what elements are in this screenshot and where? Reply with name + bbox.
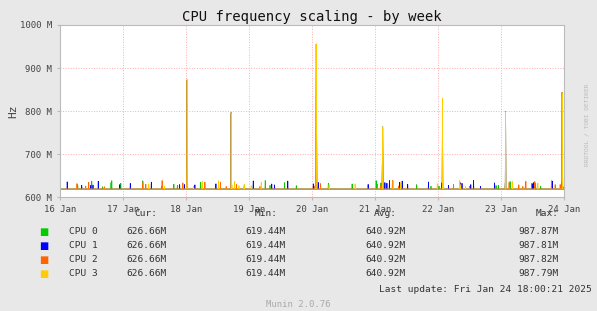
Text: 619.44M: 619.44M [245, 241, 286, 250]
Text: CPU 2: CPU 2 [69, 255, 97, 264]
Text: 619.44M: 619.44M [245, 255, 286, 264]
Text: ■: ■ [39, 255, 48, 265]
Text: RRDTOOL / TOBI OETIKER: RRDTOOL / TOBI OETIKER [584, 83, 589, 166]
Text: ■: ■ [39, 227, 48, 237]
Text: Avg:: Avg: [374, 209, 396, 218]
Text: Max:: Max: [535, 209, 558, 218]
Text: 640.92M: 640.92M [365, 227, 405, 236]
Text: CPU 3: CPU 3 [69, 269, 97, 278]
Text: 626.66M: 626.66M [126, 227, 167, 236]
Text: 626.66M: 626.66M [126, 255, 167, 264]
Text: CPU 1: CPU 1 [69, 241, 97, 250]
Text: 626.66M: 626.66M [126, 241, 167, 250]
Text: 626.66M: 626.66M [126, 269, 167, 278]
Text: ■: ■ [39, 241, 48, 251]
Text: 987.79M: 987.79M [518, 269, 558, 278]
Text: Cur:: Cur: [135, 209, 158, 218]
Text: 987.81M: 987.81M [518, 241, 558, 250]
Text: Min:: Min: [254, 209, 277, 218]
Text: 640.92M: 640.92M [365, 255, 405, 264]
Text: 987.82M: 987.82M [518, 255, 558, 264]
Text: 619.44M: 619.44M [245, 227, 286, 236]
Text: Last update: Fri Jan 24 18:00:21 2025: Last update: Fri Jan 24 18:00:21 2025 [379, 285, 592, 294]
Title: CPU frequency scaling - by week: CPU frequency scaling - by week [182, 10, 442, 24]
Text: 640.92M: 640.92M [365, 241, 405, 250]
Text: 987.87M: 987.87M [518, 227, 558, 236]
Y-axis label: Hz: Hz [8, 104, 19, 118]
Text: 619.44M: 619.44M [245, 269, 286, 278]
Text: Munin 2.0.76: Munin 2.0.76 [266, 300, 331, 309]
Text: CPU 0: CPU 0 [69, 227, 97, 236]
Text: 640.92M: 640.92M [365, 269, 405, 278]
Text: ■: ■ [39, 269, 48, 279]
